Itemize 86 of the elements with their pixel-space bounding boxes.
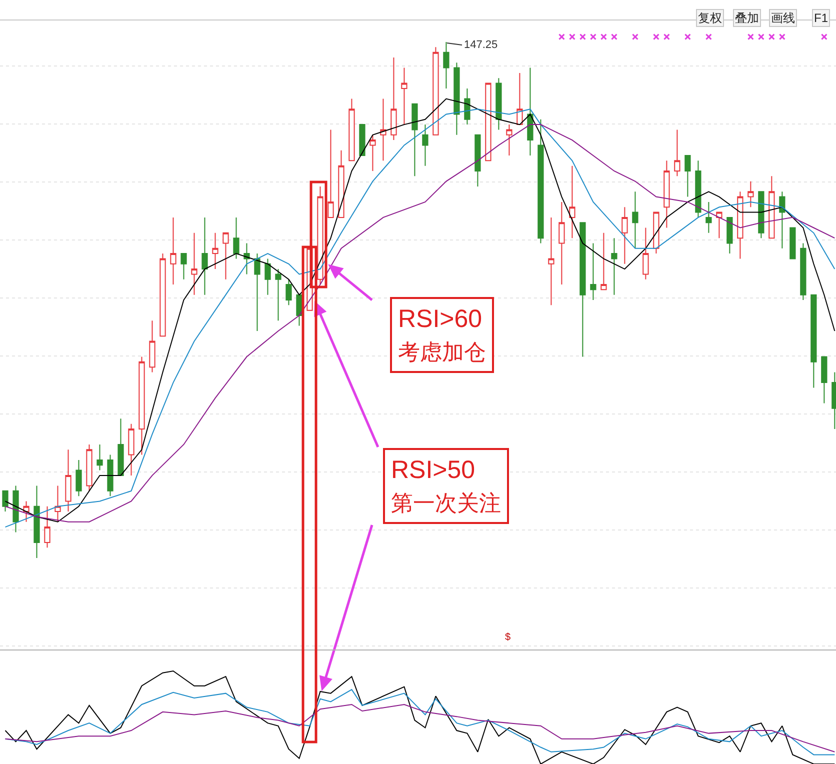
candlestick: [401, 67, 408, 126]
candlestick: [128, 423, 134, 476]
candlestick: [328, 129, 334, 218]
candlestick: [622, 206, 628, 264]
candlestick: [590, 242, 596, 300]
candlestick: [716, 212, 722, 239]
candlestick: [664, 160, 670, 228]
candlestick: [695, 160, 702, 218]
candlestick: [706, 201, 712, 234]
candlestick: [348, 98, 355, 162]
candlestick: [149, 320, 156, 373]
candlestick: [558, 201, 565, 286]
candlestick: [443, 42, 450, 89]
candlestick: [548, 216, 554, 306]
candlestick: [2, 490, 8, 512]
candlestick: [296, 294, 302, 326]
candlestick: [107, 454, 114, 497]
candlestick: [359, 124, 366, 156]
text: F1: [814, 11, 828, 25]
candlestick: [264, 258, 271, 296]
candlestick: [758, 191, 764, 239]
candlestick: [454, 62, 460, 136]
text: $: [505, 632, 511, 643]
text: 画线: [771, 11, 795, 25]
candlestick: [474, 134, 481, 187]
candlestick: [516, 72, 523, 126]
text: 复权: [698, 11, 722, 25]
candlestick: [86, 444, 92, 492]
candlestick: [233, 216, 240, 260]
candlestick: [538, 118, 544, 244]
candlestick: [202, 216, 208, 296]
candlestick: [485, 82, 492, 162]
candlestick: [810, 294, 817, 388]
candlestick: [160, 253, 166, 337]
candlestick: [138, 356, 145, 456]
candlestick: [422, 124, 428, 166]
candlestick: [244, 242, 250, 275]
candlestick: [338, 150, 344, 218]
candlestick: [96, 444, 103, 471]
candlestick: [496, 78, 502, 130]
candlestick: [684, 155, 691, 198]
candlestick: [170, 216, 176, 286]
candlestick: [611, 238, 618, 296]
candlestick: [800, 242, 806, 300]
candlestick: [12, 485, 19, 533]
candlestick: [254, 253, 260, 332]
candlestick: [642, 227, 649, 280]
candlestick: [286, 278, 292, 306]
candlestick: [390, 56, 397, 141]
candlestick: [726, 216, 733, 254]
candlestick: [580, 222, 586, 358]
candlestick: [632, 191, 638, 249]
candlestick: [54, 485, 61, 522]
candlestick: [737, 191, 744, 260]
candlestick: [44, 506, 50, 548]
candlestick: [432, 46, 439, 136]
candlestick: [600, 232, 607, 290]
candlestick: [821, 356, 828, 404]
candlestick: [191, 232, 198, 296]
candlestick: [506, 124, 512, 156]
candlestick: [527, 67, 534, 156]
candlestick: [370, 134, 376, 172]
candlestick: [212, 232, 218, 270]
candlestick: [412, 103, 418, 177]
candlestick: [380, 98, 386, 162]
annotation: 147.25: [464, 39, 498, 51]
candlestick: [790, 227, 796, 260]
candlestick: [34, 485, 40, 558]
candlestick: [569, 165, 576, 239]
text: 叠加: [735, 11, 759, 25]
candlestick: [65, 449, 72, 512]
candlestick: [222, 232, 229, 280]
candlestick: [768, 176, 775, 239]
candlestick: [464, 88, 470, 126]
candlestick: [275, 268, 282, 322]
candlestick: [76, 459, 82, 497]
candlestick: [748, 180, 754, 208]
candlestick: [674, 129, 680, 177]
candlestick: [653, 212, 660, 254]
annotation: RSI>60 考虑加仓: [398, 305, 486, 364]
candlestick: [180, 253, 187, 280]
candlestick: [317, 186, 324, 286]
candlestick: [118, 418, 124, 476]
candlestick: [23, 500, 30, 522]
candlestick: [779, 191, 786, 249]
annotation: RSI>50 第一次关注: [391, 456, 501, 516]
